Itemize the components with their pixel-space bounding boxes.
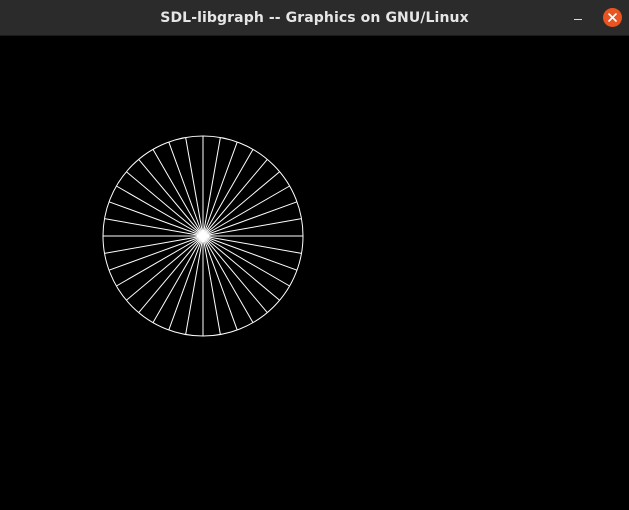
spoke-line xyxy=(202,141,238,237)
spoke-line xyxy=(152,149,204,237)
spoke-line xyxy=(104,218,204,237)
spokes-group xyxy=(103,136,303,336)
window-title: SDL-libgraph -- Graphics on GNU/Linux xyxy=(160,10,469,26)
spoke-line xyxy=(202,235,254,323)
spoke-line xyxy=(152,235,204,323)
spoke-line xyxy=(202,235,280,301)
spoke-line xyxy=(108,235,204,271)
spoke-line xyxy=(138,159,204,237)
spoke-line xyxy=(168,141,204,237)
spoke-line xyxy=(202,137,221,237)
spoke-line xyxy=(138,235,204,313)
spoke-line xyxy=(202,159,268,237)
spoke-line xyxy=(185,235,204,335)
spoke-line xyxy=(202,235,298,271)
spoke-line xyxy=(185,137,204,237)
spoke-line xyxy=(202,149,254,237)
spoke-line xyxy=(168,235,204,331)
drawing-surface xyxy=(102,135,304,337)
title-bar[interactable]: SDL-libgraph -- Graphics on GNU/Linux xyxy=(0,0,629,36)
minimize-button[interactable] xyxy=(566,8,590,28)
spoke-line xyxy=(104,235,204,254)
spoke-line xyxy=(116,235,204,287)
spoke-line xyxy=(202,201,298,237)
spoke-line xyxy=(202,235,302,254)
spoke-line xyxy=(108,201,204,237)
spoke-line xyxy=(202,218,302,237)
spoke-line xyxy=(202,171,280,237)
spoke-line xyxy=(202,235,238,331)
minimize-icon xyxy=(574,19,582,20)
spoke-line xyxy=(202,185,290,237)
spoke-line xyxy=(202,235,268,313)
spoke-line xyxy=(126,171,204,237)
spoke-line xyxy=(202,235,290,287)
spoke-line xyxy=(116,185,204,237)
spoke-line xyxy=(126,235,204,301)
spoke-line xyxy=(202,235,221,335)
close-button[interactable] xyxy=(603,8,622,27)
close-icon xyxy=(608,13,617,22)
graphics-canvas xyxy=(0,36,629,510)
